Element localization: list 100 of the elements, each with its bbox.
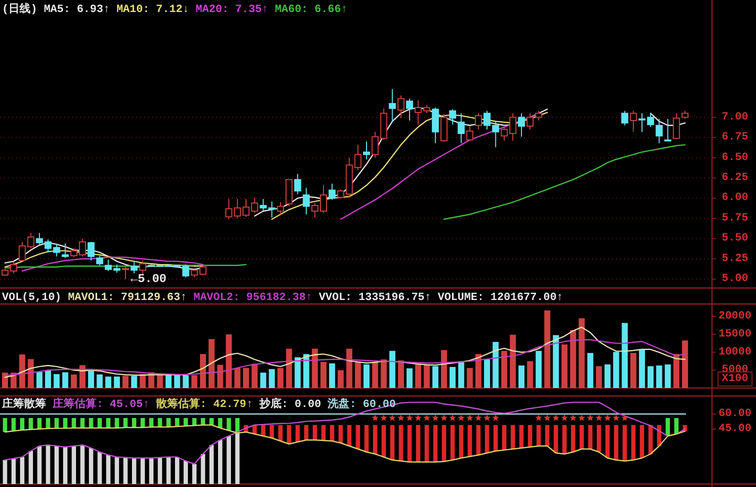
bar bbox=[184, 461, 188, 484]
text: MAVOL2: 956182.38↑ bbox=[193, 292, 312, 304]
bar bbox=[296, 425, 300, 442]
bar bbox=[493, 425, 498, 451]
text: MAVOL1: 791129.63↑ bbox=[68, 292, 187, 304]
bar bbox=[260, 372, 266, 388]
bar bbox=[54, 418, 59, 428]
bar bbox=[468, 425, 472, 456]
bar bbox=[80, 445, 85, 484]
bar bbox=[140, 374, 146, 388]
bar bbox=[114, 418, 120, 428]
bar bbox=[11, 458, 16, 484]
candlestick bbox=[414, 100, 422, 126]
bar bbox=[114, 457, 120, 484]
bar bbox=[596, 366, 602, 388]
bar bbox=[140, 458, 145, 484]
bar bbox=[466, 368, 473, 388]
bar bbox=[191, 375, 198, 388]
bar bbox=[440, 350, 447, 388]
annotation: 抄底: 0.00 bbox=[258, 397, 322, 411]
bar bbox=[37, 446, 42, 484]
bar bbox=[398, 360, 404, 388]
series-label: 散筹估算: 42.79↑ bbox=[155, 397, 253, 411]
text: MA10: 7.12↓ bbox=[116, 4, 190, 16]
bar bbox=[312, 425, 318, 440]
bar bbox=[613, 352, 620, 388]
bar bbox=[2, 460, 8, 484]
bar bbox=[234, 368, 240, 388]
y-tick-label: 15000 bbox=[718, 328, 752, 340]
bar bbox=[502, 425, 506, 450]
y-tick-label: 5.25 bbox=[722, 252, 749, 265]
bar bbox=[226, 418, 231, 430]
y-tick-label: 60.00 bbox=[718, 408, 752, 420]
bar bbox=[587, 352, 594, 388]
bar bbox=[354, 362, 361, 388]
y-tick-label: 6.00 bbox=[722, 192, 748, 204]
bar bbox=[545, 425, 550, 446]
bar bbox=[321, 425, 326, 440]
bar bbox=[450, 366, 456, 388]
bar bbox=[648, 366, 654, 388]
bar bbox=[303, 354, 310, 388]
bar bbox=[580, 425, 584, 449]
bar bbox=[458, 361, 464, 388]
bar bbox=[2, 418, 8, 432]
bar bbox=[96, 374, 103, 388]
bar bbox=[184, 418, 188, 426]
candlestick bbox=[302, 187, 310, 215]
bar bbox=[277, 368, 284, 388]
bar bbox=[149, 458, 154, 484]
bar bbox=[226, 334, 232, 388]
bar bbox=[46, 445, 50, 484]
bar bbox=[536, 425, 541, 446]
bar bbox=[270, 425, 274, 438]
bar bbox=[252, 364, 258, 388]
bar bbox=[243, 368, 250, 388]
annotation: VOLUME: 1201677.00↑ bbox=[438, 292, 564, 304]
bar bbox=[312, 348, 318, 388]
bar bbox=[442, 425, 446, 462]
text: MA20: 7.35↑ bbox=[196, 4, 268, 16]
bar bbox=[166, 374, 172, 388]
bar bbox=[596, 425, 602, 452]
ref-line-label: 洗盘: 60.00 bbox=[326, 397, 396, 411]
bar bbox=[192, 418, 197, 426]
bar bbox=[72, 418, 76, 428]
line-series bbox=[4, 424, 686, 463]
bar bbox=[519, 425, 524, 448]
bar bbox=[200, 454, 206, 484]
y-tick-label: 6.75 bbox=[722, 132, 749, 144]
bar bbox=[398, 425, 404, 461]
bar bbox=[11, 418, 16, 431]
bar bbox=[424, 425, 429, 462]
bar bbox=[407, 425, 412, 462]
bar bbox=[45, 370, 52, 388]
bar bbox=[70, 374, 77, 388]
bar bbox=[450, 425, 455, 460]
candlestick bbox=[656, 118, 663, 144]
bar bbox=[20, 457, 24, 484]
bar bbox=[433, 425, 438, 462]
bar bbox=[72, 446, 76, 484]
bar bbox=[209, 445, 214, 484]
bar bbox=[638, 349, 645, 388]
bar bbox=[674, 418, 679, 434]
text: MA5: 6.93↑ bbox=[44, 4, 110, 16]
bar bbox=[604, 364, 611, 388]
bar bbox=[28, 418, 33, 430]
bar bbox=[2, 372, 8, 388]
bar bbox=[20, 418, 24, 430]
bar bbox=[36, 372, 42, 388]
bar bbox=[330, 425, 334, 441]
bar bbox=[122, 376, 129, 388]
bar bbox=[320, 362, 326, 388]
bar bbox=[588, 425, 592, 449]
bar bbox=[544, 310, 550, 388]
annotation: VVOL: 1335196.75↑ bbox=[318, 292, 432, 304]
bar bbox=[54, 374, 60, 388]
bar bbox=[346, 348, 352, 388]
bar bbox=[175, 457, 180, 484]
text: MA60: 6.66↑ bbox=[274, 4, 348, 16]
bar bbox=[570, 330, 576, 388]
bar bbox=[372, 362, 378, 388]
